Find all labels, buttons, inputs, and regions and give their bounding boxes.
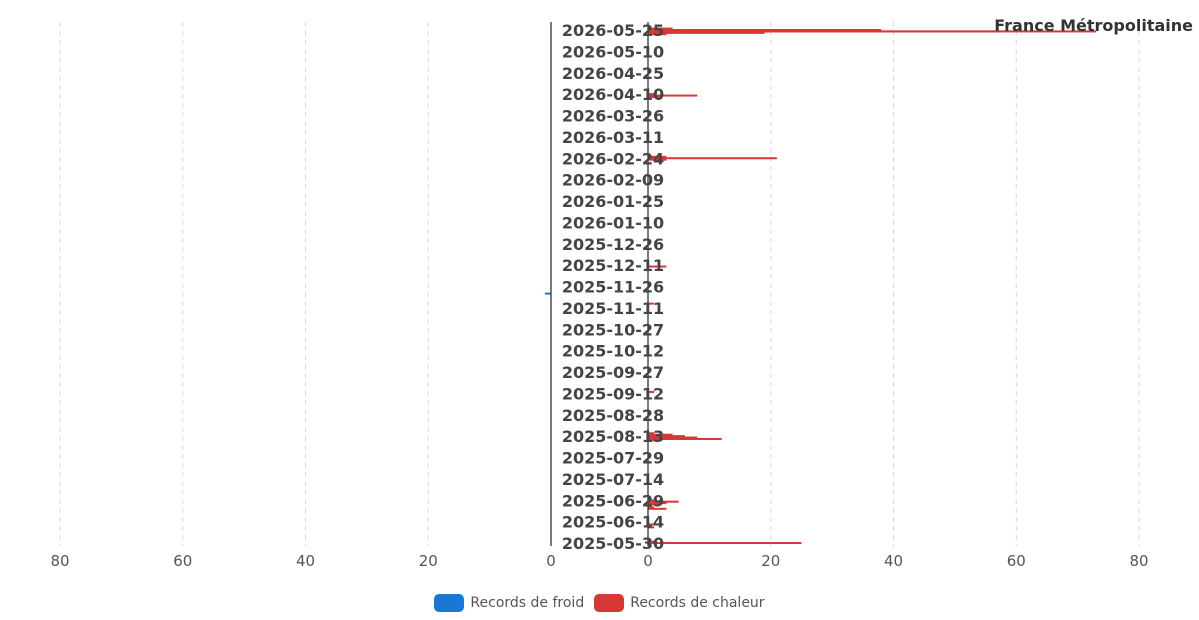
date-tick-label: 2026-05-25 xyxy=(562,21,664,40)
date-tick-label: 2026-02-24 xyxy=(562,149,664,168)
date-tick-label: 2026-01-25 xyxy=(562,192,664,211)
bar-hot-record[interactable] xyxy=(648,503,661,506)
date-tick-label: 2026-03-11 xyxy=(562,128,664,147)
legend-item-hot[interactable]: Records de chaleur xyxy=(594,594,765,612)
bar-hot-record[interactable] xyxy=(648,540,655,543)
date-tick-label: 2025-10-12 xyxy=(562,342,664,361)
date-tick-label: 2025-12-26 xyxy=(562,235,664,254)
date-tick-label: 2025-11-26 xyxy=(562,278,664,297)
date-tick-label: 2025-10-27 xyxy=(562,320,664,339)
bar-hot-record[interactable] xyxy=(648,157,777,160)
legend-label-cold: Records de froid xyxy=(470,595,585,611)
x-tick-label-left: 60 xyxy=(173,552,192,570)
bar-hot-record[interactable] xyxy=(648,31,765,34)
x-tick-label-left: 40 xyxy=(296,552,315,570)
bar-hot-record[interactable] xyxy=(648,500,679,503)
bar-hot-record[interactable] xyxy=(648,158,667,161)
bar-hot-record[interactable] xyxy=(648,433,673,436)
bar-hot-record[interactable] xyxy=(648,439,661,442)
bar-cold-record[interactable] xyxy=(544,292,551,295)
bar-hot-record[interactable] xyxy=(648,502,667,505)
x-tick-label-right: 60 xyxy=(1007,552,1026,570)
date-tick-label: 2025-05-30 xyxy=(562,534,664,553)
date-tick-label: 2025-07-29 xyxy=(562,449,664,468)
bar-hot-record[interactable] xyxy=(648,265,667,268)
x-tick-label-left: 80 xyxy=(50,552,69,570)
labels: 80 60 40 20 0 0 20 40 60 80 2026-05-25 2026-05-10 20… xyxy=(50,21,1148,570)
date-tick-label: 2025-08-13 xyxy=(562,427,664,446)
date-tick-label: 2025-09-12 xyxy=(562,384,664,403)
x-tick-label-right: 80 xyxy=(1129,552,1148,570)
bar-hot-record[interactable] xyxy=(648,29,882,31)
bar-hot-record[interactable] xyxy=(648,499,655,502)
date-tick-label: 2026-02-09 xyxy=(562,171,664,190)
legend-swatch-hot xyxy=(594,594,625,612)
date-tick-label: 2025-07-14 xyxy=(562,470,664,489)
date-tick-label: 2026-03-26 xyxy=(562,107,664,126)
date-tick-label: 2025-08-28 xyxy=(562,406,664,425)
bar-hot-record[interactable] xyxy=(648,506,655,509)
bar-hot-record[interactable] xyxy=(648,526,655,529)
legend-item-cold[interactable]: Records de froid xyxy=(434,594,584,612)
legend-swatch-cold xyxy=(434,594,465,612)
date-tick-label: 2026-05-10 xyxy=(562,42,664,61)
bars xyxy=(544,27,1097,544)
bar-hot-record[interactable] xyxy=(648,33,667,36)
bar-hot-record[interactable] xyxy=(648,302,655,305)
bar-hot-record[interactable] xyxy=(648,435,685,438)
date-tick-label: 2026-04-25 xyxy=(562,64,664,83)
bar-hot-record[interactable] xyxy=(648,30,1097,33)
date-tick-label: 2025-11-11 xyxy=(562,299,664,318)
axes xyxy=(550,22,649,546)
x-tick-label-right: 0 xyxy=(643,552,653,570)
date-tick-label: 2026-01-10 xyxy=(562,213,664,232)
x-tick-label-left: 20 xyxy=(419,552,438,570)
legend-label-hot: Records de chaleur xyxy=(630,595,765,611)
x-tick-label-left: 0 xyxy=(546,552,556,570)
x-tick-label-right: 40 xyxy=(884,552,903,570)
bar-hot-record[interactable] xyxy=(648,93,655,96)
bar-hot-record[interactable] xyxy=(648,95,661,98)
bar-hot-record[interactable] xyxy=(648,27,673,30)
grid-lines xyxy=(59,22,1140,546)
bar-hot-record[interactable] xyxy=(648,436,698,439)
x-tick-label-right: 20 xyxy=(761,552,780,570)
bar-hot-record[interactable] xyxy=(648,432,655,435)
date-tick-label: 2025-09-27 xyxy=(562,363,664,382)
date-tick-label: 2025-06-29 xyxy=(562,491,664,510)
date-tick-label: 2025-12-11 xyxy=(562,256,664,275)
bar-hot-record[interactable] xyxy=(648,542,802,544)
date-tick-label: 2026-04-10 xyxy=(562,85,664,104)
bar-hot-record[interactable] xyxy=(648,155,667,158)
legend: Records de froid Records de chaleur xyxy=(0,594,1199,612)
bar-hot-record[interactable] xyxy=(648,94,698,97)
bar-hot-record[interactable] xyxy=(648,390,655,393)
bar-hot-record[interactable] xyxy=(648,507,667,510)
bar-hot-record[interactable] xyxy=(648,437,722,440)
chart-title: France Métropolitaine xyxy=(994,16,1193,35)
records-chart: 80 60 40 20 0 0 20 40 60 80 2026-05-25 2026-05-10 20… xyxy=(50,16,1193,570)
bar-hot-record[interactable] xyxy=(648,523,661,526)
date-tick-label: 2025-06-14 xyxy=(562,513,664,532)
